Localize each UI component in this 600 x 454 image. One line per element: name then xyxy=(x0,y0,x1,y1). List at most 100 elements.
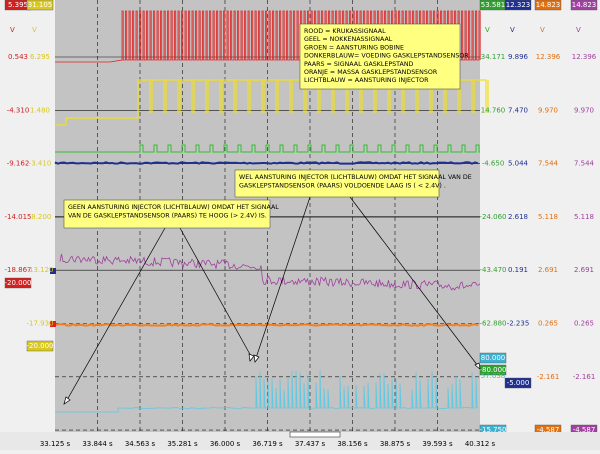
axis-label: 2.618 xyxy=(508,213,528,221)
time-tick-label: 36.000 s xyxy=(210,440,241,448)
time-axis-bar xyxy=(0,432,600,450)
axis-badge xyxy=(504,377,532,389)
axis-label: -2.161 xyxy=(573,373,596,381)
note-line: DONKERBLAUW= VOEDING GASKLEPSTANDSENSOR xyxy=(304,53,469,60)
axis-label: -18.867 xyxy=(4,266,31,274)
axis-label: 34.171 xyxy=(481,53,506,61)
note-line: VAN DE GASKLEPSTANDSENSOR (PAARS) TE HOO… xyxy=(68,213,267,220)
note-line: GASKLEPSTANDSENSOR (PAARS) VOLDOENDE LAA… xyxy=(239,183,446,190)
axis-badge-label: -80.000 xyxy=(479,366,506,374)
arrow-head xyxy=(474,362,481,370)
trace-blue xyxy=(54,161,479,165)
axis-label: -8.200 xyxy=(29,213,52,221)
trace-light-blue xyxy=(55,370,478,413)
time-axis: 33.125 s 33.844 s 34.563 s 35.281 s 36.000 s… xyxy=(0,431,600,450)
axis-label: 2.691 xyxy=(538,266,558,274)
time-tick-label: 38.875 s xyxy=(380,440,411,448)
axis-badge xyxy=(504,0,532,11)
arrow xyxy=(349,196,479,367)
time-tick-label: 33.844 s xyxy=(82,440,113,448)
axis-label: -62.880 xyxy=(479,320,506,328)
axis-label: 5.118 xyxy=(574,213,594,221)
note-box xyxy=(299,23,461,90)
axis-label: -2.161 xyxy=(537,373,560,381)
arrow-head xyxy=(253,354,260,363)
axis-label: -4.310 xyxy=(7,106,30,114)
time-tick-label: 38.156 s xyxy=(337,440,368,448)
time-tick-label: 35.281 s xyxy=(167,440,198,448)
arrow xyxy=(179,227,253,359)
channel-marker xyxy=(50,268,56,274)
axis-label: 0.265 xyxy=(538,320,558,328)
axis-badge-label: -4.587 xyxy=(537,426,560,434)
note-line: ORANJE = MASSA GASKLEPSTANDSENSOR xyxy=(304,69,438,76)
axis-badge xyxy=(534,0,562,11)
channel-marker xyxy=(50,321,56,327)
arrows xyxy=(63,196,481,405)
axis-label: -24.060 xyxy=(479,213,506,221)
note-high: GEEN AANSTURING INJECTOR (LICHTBLAUW) OM… xyxy=(63,199,279,229)
arrow-head xyxy=(248,353,255,362)
axis-badge-label: -4.587 xyxy=(573,426,596,434)
axis-badge-label: 5.395 xyxy=(8,1,28,9)
note-line: LICHTBLAUW = AANSTURING INJECTOR xyxy=(304,77,429,84)
axis-badge-label: -15.750 xyxy=(479,426,506,434)
note-box xyxy=(63,199,271,229)
axis-badge-label: 53.581 xyxy=(481,1,506,9)
axis-label: 1.480 xyxy=(30,106,50,114)
note-line: GEEN AANSTURING INJECTOR (LICHTBLAUW) OM… xyxy=(68,204,279,211)
axis-label: 6.295 xyxy=(30,53,50,61)
note-line: WEL AANSTURING INJECTOR (LICHTBLAUW) OMD… xyxy=(239,174,472,181)
axis-label: -14.015 xyxy=(4,213,31,221)
axis-unit: V xyxy=(540,26,545,34)
axis-label: -43.470 xyxy=(479,266,506,274)
axis-badge xyxy=(4,277,32,289)
time-tick-label: 40.312 s xyxy=(465,440,496,448)
axis-label: 5.118 xyxy=(538,213,558,221)
axis-label: 12.396 xyxy=(536,53,561,61)
trace-purple xyxy=(59,253,481,291)
arrow-head xyxy=(63,396,71,405)
traces xyxy=(50,10,489,413)
axis-badge-label: 12.323 xyxy=(506,1,531,9)
axis-badge xyxy=(479,352,507,364)
axis-label: -17.930 xyxy=(26,320,53,328)
axis-label: 7.544 xyxy=(538,160,559,168)
axis-label: -13.120 xyxy=(26,266,53,274)
time-tick-label: 39.593 s xyxy=(422,440,453,448)
note-line: ROOD = KRUKASSIGNAAL xyxy=(304,28,386,35)
axis-label: 0.265 xyxy=(574,320,594,328)
axis-badge-label: -20.000 xyxy=(26,342,53,350)
axis-badge xyxy=(570,0,598,11)
axis-label: 0.543 xyxy=(8,53,28,61)
axis-unit: V xyxy=(576,26,581,34)
axis-badge-label: 14.823 xyxy=(536,1,561,9)
axis-label: -9.162 xyxy=(7,160,30,168)
note-low: WEL AANSTURING INJECTOR (LICHTBLAUW) OMD… xyxy=(234,169,472,198)
scroll-thumb[interactable] xyxy=(289,431,341,438)
axis-label: -2.235 xyxy=(507,320,530,328)
note-line: GEEL = NOKKENASSIGNAAL xyxy=(304,36,393,43)
time-tick-label: 34.563 s xyxy=(125,440,156,448)
axis-label: 0.191 xyxy=(508,266,528,274)
axis-unit: V xyxy=(485,26,490,34)
axis-unit: V xyxy=(10,26,15,34)
axis-badge-label: 31.105 xyxy=(28,1,53,9)
axis-label: 57.038 xyxy=(481,372,506,380)
axis-unit: V xyxy=(32,26,37,34)
time-tick-label: 36.719 s xyxy=(252,440,283,448)
axis-unit: V xyxy=(510,26,515,34)
axis-label: 9.970 xyxy=(538,106,558,114)
axis-label: 9.896 xyxy=(508,53,529,61)
axis-label: 5.044 xyxy=(508,160,529,168)
axis-label: 12.396 xyxy=(572,53,597,61)
note-line: GROEN = AANSTURING BOBINE xyxy=(304,44,404,51)
axis-badge-label: -5.000 xyxy=(507,379,530,387)
axis-badge xyxy=(479,364,507,376)
axis-badge-label: 14.823 xyxy=(572,1,597,9)
axis-badge-label: -20.000 xyxy=(4,279,31,287)
axis-badge-label: 80.000 xyxy=(481,354,506,362)
arrow xyxy=(66,227,166,401)
